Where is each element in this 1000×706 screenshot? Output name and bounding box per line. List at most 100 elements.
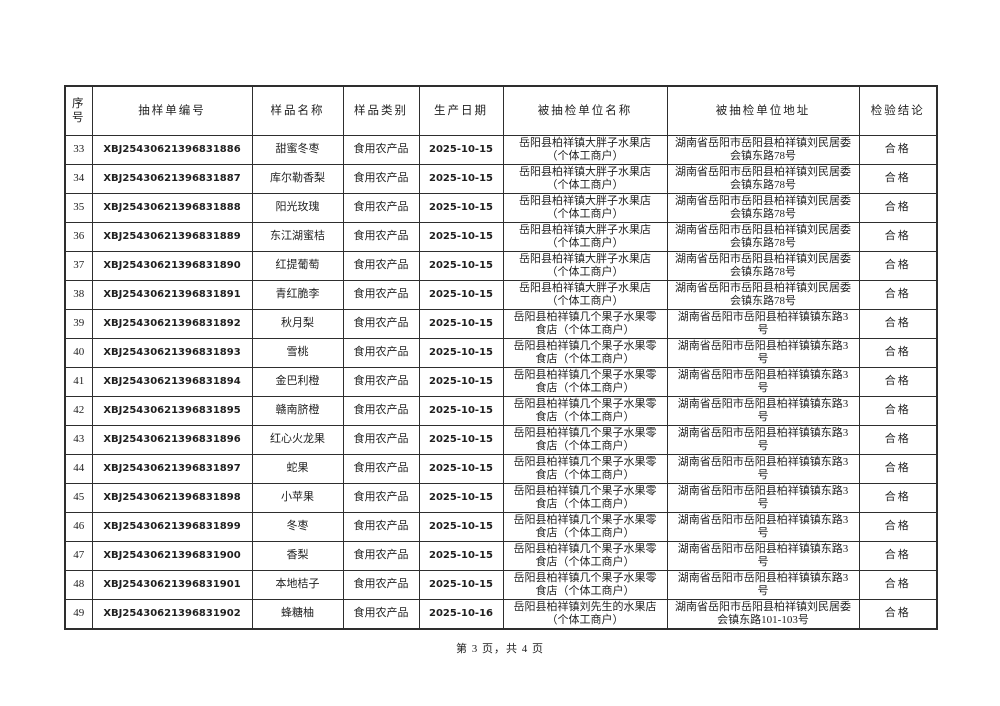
table-cell: 食用农产品 <box>342 221 420 252</box>
table-cell: 36 <box>64 221 93 252</box>
table-cell: 合格 <box>858 279 938 310</box>
table-cell: 红心火龙果 <box>251 424 344 455</box>
page-number-text: 第 3 页，共 4 页 <box>456 643 544 655</box>
table-cell: XBJ25430621396831901 <box>91 569 253 600</box>
table-row: 49 XBJ25430621396831902 蜂糖柚 食用农产品 2025-10-16… <box>64 598 938 630</box>
table-cell: 青红脆李 <box>251 279 344 310</box>
table-cell: 湖南省岳阳市岳阳县柏祥镇刘民居委会镇东路78号 <box>666 221 860 252</box>
table-cell: XBJ25430621396831889 <box>91 221 253 252</box>
table-cell: 湖南省岳阳市岳阳县柏祥镇镇东路3号 <box>666 424 860 455</box>
table-cell: 2025-10-15 <box>418 511 504 542</box>
table-row: 35 XBJ25430621396831888 阳光玫瑰 食用农产品 2025-10-1… <box>64 192 938 223</box>
column-header: 被抽检单位名称 <box>502 85 668 136</box>
table-row: 46 XBJ25430621396831899 冬枣 食用农产品 2025-10-15 岳… <box>64 511 938 542</box>
table-cell: 2025-10-15 <box>418 569 504 600</box>
table-cell: 岳阳县柏祥镇大胖子水果店（个体工商户） <box>502 163 668 194</box>
table-cell: XBJ25430621396831890 <box>91 250 253 281</box>
table-cell: 蛇果 <box>251 453 344 484</box>
table-cell: 33 <box>64 134 93 165</box>
table-cell: 合格 <box>858 540 938 571</box>
table-cell: XBJ25430621396831902 <box>91 598 253 630</box>
table-cell: 2025-10-16 <box>418 598 504 630</box>
table-cell: 东江湖蜜桔 <box>251 221 344 252</box>
table-cell: 岳阳县柏祥镇几个果子水果零食店（个体工商户） <box>502 569 668 600</box>
column-header: 被抽检单位地址 <box>666 85 860 136</box>
table-cell: 44 <box>64 453 93 484</box>
table-cell: 湖南省岳阳市岳阳县柏祥镇镇东路3号 <box>666 482 860 513</box>
table-cell: 蜂糖柚 <box>251 598 344 630</box>
table-cell: 42 <box>64 395 93 426</box>
table-cell: 岳阳县柏祥镇大胖子水果店（个体工商户） <box>502 134 668 165</box>
table-cell: 合格 <box>858 192 938 223</box>
table-cell: 合格 <box>858 163 938 194</box>
table-cell: 湖南省岳阳市岳阳县柏祥镇镇东路3号 <box>666 511 860 542</box>
table-cell: XBJ25430621396831886 <box>91 134 253 165</box>
table-cell: 37 <box>64 250 93 281</box>
table-row: 42 XBJ25430621396831895 赣南脐橙 食用农产品 2025-10-1… <box>64 395 938 426</box>
table-cell: 岳阳县柏祥镇刘先生的水果店（个体工商户） <box>502 598 668 630</box>
table-cell: 43 <box>64 424 93 455</box>
table-cell: 合格 <box>858 250 938 281</box>
table-cell: XBJ25430621396831897 <box>91 453 253 484</box>
table-cell: 48 <box>64 569 93 600</box>
table-cell: 合格 <box>858 337 938 368</box>
table-cell: 湖南省岳阳市岳阳县柏祥镇刘民居委会镇东路78号 <box>666 192 860 223</box>
table-cell: 食用农产品 <box>342 308 420 339</box>
table-cell: 岳阳县柏祥镇几个果子水果零食店（个体工商户） <box>502 424 668 455</box>
table-cell: 岳阳县柏祥镇几个果子水果零食店（个体工商户） <box>502 337 668 368</box>
column-header: 序号 <box>64 85 93 136</box>
table-cell: 赣南脐橙 <box>251 395 344 426</box>
table-cell: XBJ25430621396831898 <box>91 482 253 513</box>
table-cell: 食用农产品 <box>342 250 420 281</box>
table-cell: 2025-10-15 <box>418 250 504 281</box>
table-row: 44 XBJ25430621396831897 蛇果 食用农产品 2025-10-15 岳… <box>64 453 938 484</box>
table-cell: 47 <box>64 540 93 571</box>
column-header: 抽样单编号 <box>91 85 253 136</box>
table-cell: 45 <box>64 482 93 513</box>
table-cell: 40 <box>64 337 93 368</box>
table-cell: 食用农产品 <box>342 424 420 455</box>
table-cell: 2025-10-15 <box>418 308 504 339</box>
table-cell: 食用农产品 <box>342 279 420 310</box>
table-cell: 岳阳县柏祥镇几个果子水果零食店（个体工商户） <box>502 453 668 484</box>
table-cell: 2025-10-15 <box>418 279 504 310</box>
table-row: 41 XBJ25430621396831894 金巴利橙 食用农产品 2025-10-1… <box>64 366 938 397</box>
table-cell: 岳阳县柏祥镇大胖子水果店（个体工商户） <box>502 279 668 310</box>
table-cell: XBJ25430621396831896 <box>91 424 253 455</box>
column-header: 样品类别 <box>342 85 420 136</box>
table-cell: 食用农产品 <box>342 366 420 397</box>
table-cell: XBJ25430621396831900 <box>91 540 253 571</box>
table-cell: 湖南省岳阳市岳阳县柏祥镇刘民居委会镇东路101-103号 <box>666 598 860 630</box>
table-cell: 红提葡萄 <box>251 250 344 281</box>
table-cell: 2025-10-15 <box>418 453 504 484</box>
table-cell: 2025-10-15 <box>418 366 504 397</box>
table-cell: 合格 <box>858 395 938 426</box>
table-cell: 2025-10-15 <box>418 163 504 194</box>
table-cell: 2025-10-15 <box>418 424 504 455</box>
table-cell: 食用农产品 <box>342 482 420 513</box>
table-row: 40 XBJ25430621396831893 雪桃 食用农产品 2025-10-15 岳… <box>64 337 938 368</box>
table-header-row: 序号 抽样单编号 样品名称 样品类别 生产日期 被抽检单位名称 被抽检单位地址 检验结论 <box>64 85 938 136</box>
table-cell: 食用农产品 <box>342 540 420 571</box>
table-cell: 湖南省岳阳市岳阳县柏祥镇镇东路3号 <box>666 395 860 426</box>
table-cell: 35 <box>64 192 93 223</box>
table-cell: 湖南省岳阳市岳阳县柏祥镇刘民居委会镇东路78号 <box>666 134 860 165</box>
table-cell: 合格 <box>858 366 938 397</box>
table-cell: 2025-10-15 <box>418 134 504 165</box>
table-cell: 2025-10-15 <box>418 221 504 252</box>
table-cell: 食用农产品 <box>342 511 420 542</box>
table-cell: 合格 <box>858 134 938 165</box>
table-cell: 岳阳县柏祥镇大胖子水果店（个体工商户） <box>502 192 668 223</box>
table-cell: XBJ25430621396831895 <box>91 395 253 426</box>
table-cell: 41 <box>64 366 93 397</box>
table-cell: 46 <box>64 511 93 542</box>
table-row: 47 XBJ25430621396831900 香梨 食用农产品 2025-10-15 岳… <box>64 540 938 571</box>
table-cell: 小苹果 <box>251 482 344 513</box>
table-cell: 湖南省岳阳市岳阳县柏祥镇刘民居委会镇东路78号 <box>666 279 860 310</box>
page-footer: 第 3 页，共 4 页 <box>0 640 1000 656</box>
table-cell: 湖南省岳阳市岳阳县柏祥镇镇东路3号 <box>666 308 860 339</box>
table-cell: XBJ25430621396831899 <box>91 511 253 542</box>
table-cell: 食用农产品 <box>342 337 420 368</box>
table-cell: 34 <box>64 163 93 194</box>
